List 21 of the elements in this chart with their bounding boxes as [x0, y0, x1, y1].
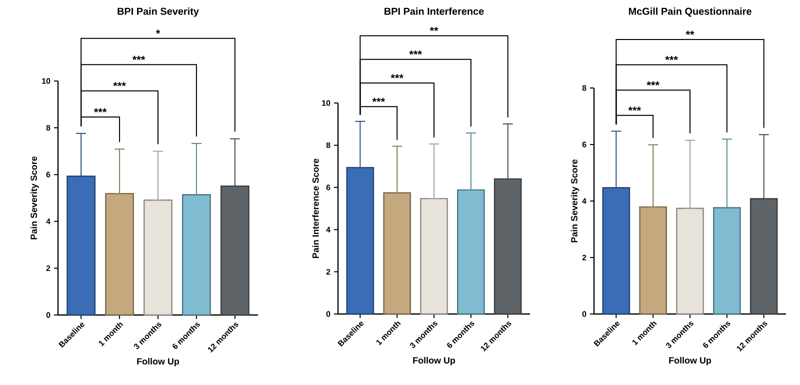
text: ***: [390, 74, 404, 78]
text: ***: [409, 50, 422, 55]
annotation: ***: [113, 82, 126, 86]
x-axis-title: Follow Up: [413, 356, 456, 366]
x-axis-title: Follow Up: [137, 358, 180, 366]
text: ***: [646, 81, 660, 86]
annotation: ***: [628, 106, 641, 111]
y-axis-title: Pain Severity Score: [30, 156, 39, 240]
text: ***: [372, 98, 385, 102]
chart-title: BPI Pain Interference: [384, 8, 484, 15]
annotation: ***: [94, 108, 107, 112]
text: **: [686, 30, 694, 35]
y-axis-title: Pain Interference Score: [312, 158, 319, 258]
chart-title: McGill Pain Questionnaire: [628, 8, 752, 17]
text: ***: [665, 56, 678, 60]
text: *: [156, 30, 160, 34]
text: ***: [132, 56, 146, 60]
text: **: [430, 26, 438, 32]
y-axis-title: Pain Severity Score: [570, 159, 580, 242]
x-axis-title: Follow Up: [669, 356, 712, 366]
chart-title: BPI Pain Severity: [118, 8, 199, 17]
